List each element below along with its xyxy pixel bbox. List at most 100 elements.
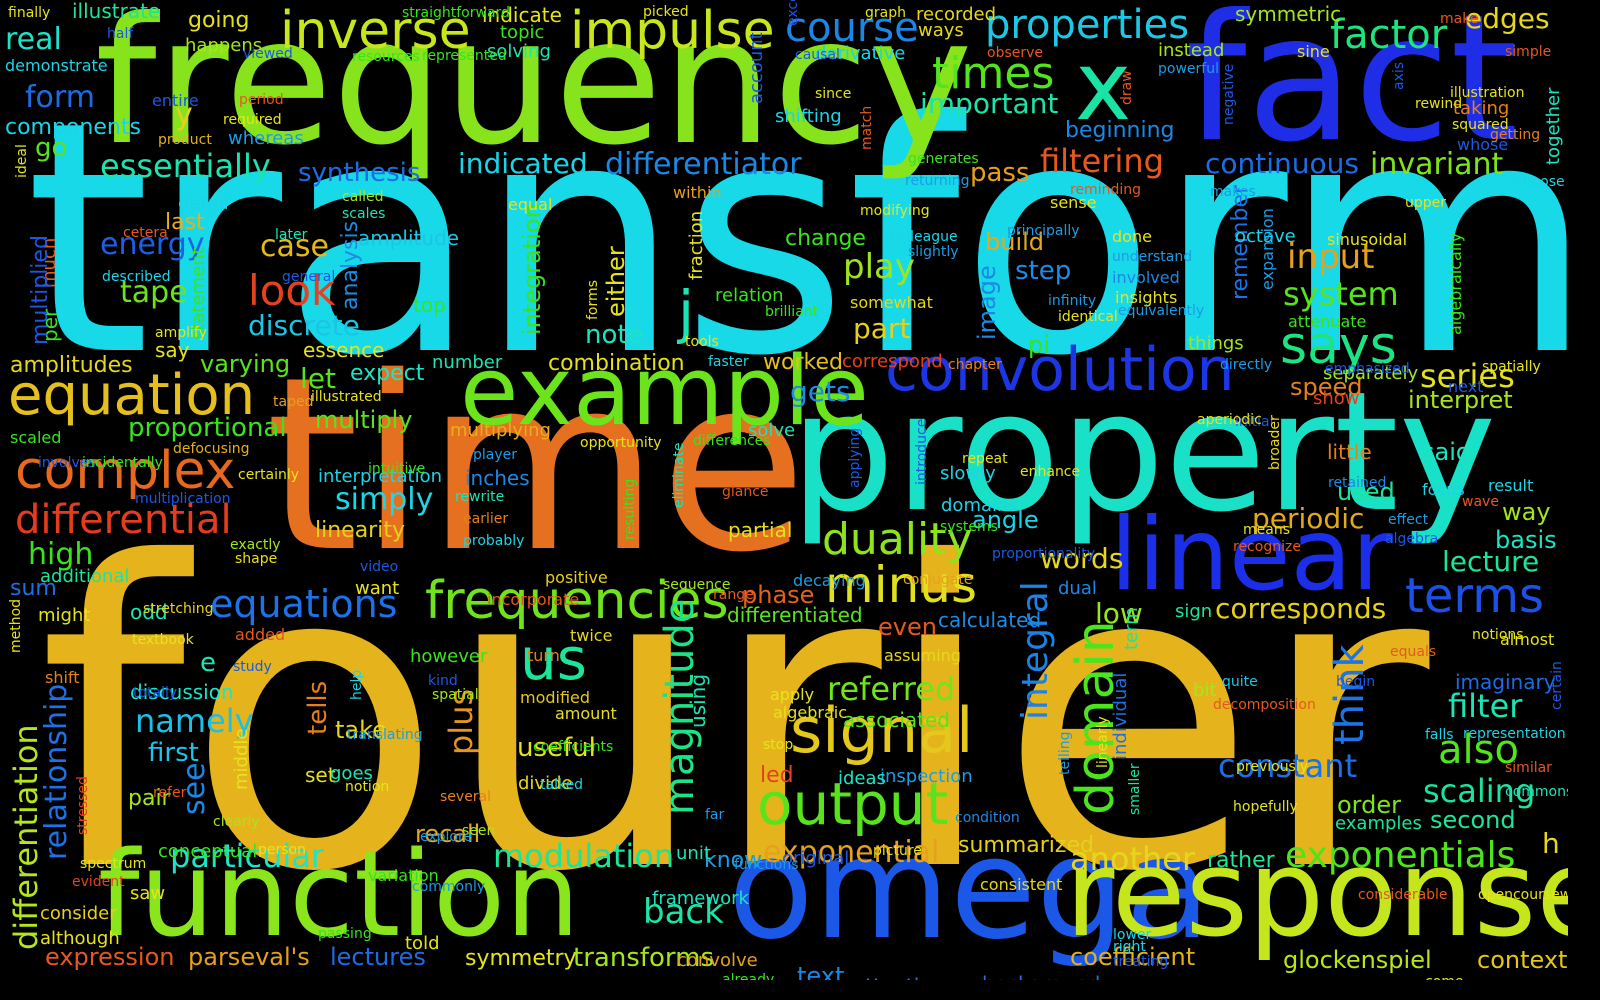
cloud-word: considerable	[1358, 887, 1448, 903]
cloud-word: derivative	[815, 43, 906, 64]
cloud-word: understand	[1112, 249, 1193, 265]
cloud-word: indicated	[458, 147, 588, 180]
cloud-word: glance	[722, 484, 769, 500]
cloud-word: gets	[790, 375, 851, 408]
cloud-word: evident	[72, 874, 125, 890]
cloud-word: look	[248, 266, 336, 315]
cloud-word: together	[1543, 87, 1564, 165]
cloud-word: draw	[1119, 70, 1135, 105]
cloud-word: differentiation	[7, 724, 45, 950]
cloud-word: middle	[231, 728, 252, 790]
cloud-word: partial	[728, 518, 793, 542]
cloud-word: particular	[170, 837, 325, 875]
cloud-word: y	[175, 97, 193, 132]
cloud-word: kind	[428, 673, 458, 689]
cloud-word: symmetry	[465, 946, 577, 971]
cloud-word: correspond	[842, 351, 943, 372]
cloud-word: high	[28, 537, 94, 572]
cloud-word: proportional	[128, 413, 287, 443]
cloud-word: h	[1542, 827, 1560, 860]
cloud-word: certainly	[238, 467, 300, 483]
cloud-word: edges	[1465, 2, 1550, 35]
cloud-word: relation	[715, 285, 784, 306]
cloud-word: differences	[693, 433, 771, 449]
cloud-word: introduce	[914, 418, 930, 485]
cloud-word: spectrum	[80, 856, 147, 872]
cloud-word: except	[785, 0, 801, 26]
cloud-word: filter	[1448, 687, 1523, 725]
cloud-word: commonly	[412, 879, 486, 895]
cloud-word: multiply	[315, 406, 413, 434]
cloud-word: saw	[130, 883, 166, 904]
cloud-word: stressed	[75, 776, 91, 835]
cloud-word: algebra	[1385, 531, 1439, 547]
cloud-word: broader	[1267, 415, 1283, 470]
cloud-word: picture	[873, 843, 922, 859]
cloud-word: product	[158, 132, 212, 148]
cloud-word: generates	[908, 151, 979, 167]
cloud-word: bit	[1193, 680, 1217, 701]
cloud-word: lower	[1113, 927, 1152, 943]
cloud-word: treating	[1113, 954, 1169, 970]
cloud-word: equal	[508, 195, 553, 214]
cloud-word: identical	[1058, 309, 1118, 325]
cloud-word: since	[815, 86, 852, 102]
cloud-word: described	[102, 269, 171, 285]
cloud-word: faster	[708, 354, 749, 370]
cloud-word: although	[40, 928, 120, 949]
cloud-word: frequency	[95, 0, 973, 184]
cloud-word: even	[878, 613, 937, 641]
cloud-word: angle	[972, 506, 1039, 534]
cloud-word: signal	[790, 694, 974, 767]
cloud-word: falls	[1425, 727, 1454, 743]
cloud-word: scaling	[1423, 772, 1536, 810]
cloud-word: varying	[200, 350, 291, 378]
cloud-word: shape	[235, 551, 278, 567]
cloud-word: called	[342, 189, 384, 205]
cloud-word: using	[686, 673, 710, 728]
cloud-word: original	[782, 848, 850, 869]
cloud-word: chapter	[948, 357, 1002, 373]
cloud-word: rewind	[1415, 96, 1463, 112]
cloud-word: shift	[45, 668, 80, 687]
cloud-word: illustrate	[72, 0, 161, 23]
cloud-word: lectures	[330, 943, 426, 971]
cloud-word: told	[405, 933, 440, 954]
cloud-word: involved	[1112, 268, 1180, 287]
cloud-word: interpretation	[318, 466, 443, 487]
cloud-word: coefficients	[533, 739, 614, 755]
cloud-word: referred	[827, 670, 956, 708]
cloud-word: image	[973, 265, 1001, 340]
cloud-word: another	[1070, 840, 1196, 878]
cloud-word: exponentials	[1285, 835, 1516, 876]
cloud-word: negative	[1221, 63, 1237, 125]
cloud-word: earlier	[463, 511, 509, 527]
cloud-word: amplify	[155, 325, 207, 341]
cloud-word: solve	[748, 420, 796, 441]
cloud-word: little	[1327, 440, 1372, 464]
cloud-word: goes	[330, 763, 373, 784]
cloud-word: discrete	[248, 309, 360, 342]
cloud-word: summarized	[958, 833, 1094, 858]
cloud-word: involves	[38, 455, 96, 471]
cloud-word: namely	[135, 702, 254, 740]
cloud-word: convolve	[677, 950, 758, 971]
cloud-word: minus	[825, 556, 978, 614]
cloud-word: framework	[652, 888, 749, 909]
cloud-word: commons	[1505, 784, 1568, 800]
cloud-word: twice	[570, 626, 613, 645]
cloud-word: terms	[1405, 568, 1545, 624]
cloud-word: integral	[1015, 581, 1056, 720]
cloud-word: telling	[1057, 731, 1073, 775]
cloud-word: exactly	[230, 537, 281, 553]
cloud-word: scales	[342, 206, 386, 222]
cloud-word: led	[760, 763, 794, 788]
cloud-word: tools	[685, 334, 719, 350]
cloud-word: pair	[128, 786, 171, 811]
cloud-word: effect	[1388, 512, 1429, 528]
cloud-word: words	[1040, 542, 1124, 575]
cloud-word: tape	[120, 275, 188, 310]
cloud-word: squared	[1452, 117, 1509, 133]
cloud-word: invariant	[1370, 147, 1504, 182]
cloud-word: resulting	[622, 478, 638, 540]
